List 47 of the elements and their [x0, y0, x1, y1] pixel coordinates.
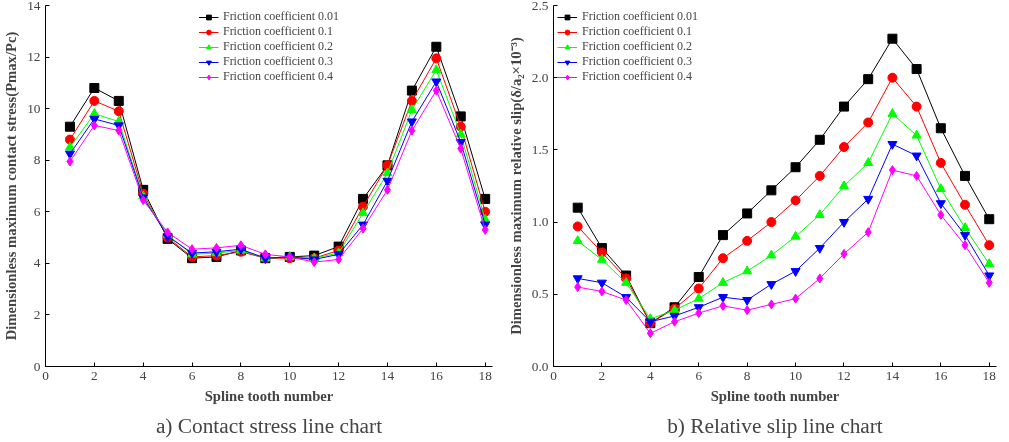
x-tick-label: 12 [331, 367, 346, 383]
x-tick-label: 6 [695, 367, 703, 383]
text: b) Relative slip line chart [667, 413, 883, 438]
y-tick-label: 2.5 [531, 0, 549, 13]
y-tick-label: 6 [33, 203, 41, 219]
x-tick-label: 16 [429, 367, 444, 383]
y-tick-label: 0.0 [531, 358, 549, 374]
x-tick-label: 2 [598, 367, 606, 383]
legend-label: Friction coefficient 0.2 [222, 39, 334, 54]
y-tick-label: 0.5 [531, 286, 549, 302]
x-tick-label: 14 [380, 367, 395, 383]
x-axis-title: Spline tooth number [204, 387, 334, 404]
x-tick-label: 4 [647, 367, 654, 383]
y-tick-label: 12 [27, 49, 41, 65]
legend-label: Friction coefficient 0.01 [222, 9, 340, 24]
y-tick-label: 14 [27, 0, 41, 13]
legend-label: Friction coefficient 0.4 [222, 69, 334, 84]
legend-label: Friction coefficient 0.3 [582, 54, 693, 69]
x-tick-label: 16 [934, 367, 948, 383]
legend-label: Friction coefficient 0.4 [582, 69, 693, 84]
y-tick-label: 1.0 [531, 214, 549, 230]
x-tick-label: 2 [91, 367, 98, 383]
legend-label: Friction coefficient 0.2 [582, 39, 693, 54]
legend-label: Friction coefficient 0.1 [582, 24, 693, 39]
x-tick-label: 8 [237, 367, 245, 383]
x-tick-label: 10 [283, 367, 297, 383]
x-tick-label: 12 [837, 367, 851, 383]
x-tick-label: 14 [885, 367, 900, 383]
x-tick-label: 8 [743, 367, 751, 383]
y-tick-label: 8 [33, 152, 41, 168]
y-axis-title: Dimensionless maximum relative slip(δ/a₂×10⁻³) [507, 37, 525, 335]
legend-label: Friction coefficient 0.01 [582, 9, 699, 24]
text: a) Contact stress line chart [155, 413, 383, 438]
y-tick-label: 2.0 [531, 69, 549, 85]
y-tick-label: 1.5 [531, 141, 549, 157]
x-tick-label: 10 [788, 367, 803, 383]
y-tick-label: 4 [33, 255, 41, 271]
x-tick-label: 6 [188, 367, 196, 383]
legend-label: Friction coefficient 0.3 [222, 54, 334, 69]
legend-label: Friction coefficient 0.1 [222, 24, 334, 39]
y-axis-title: Dimensionless maximum contact stress(Pmax/Pc) [3, 31, 21, 341]
x-tick-label: 18 [982, 367, 997, 383]
x-tick-label: 4 [139, 367, 147, 383]
y-tick-label: 2 [33, 306, 41, 322]
x-tick-label: 18 [478, 367, 493, 383]
x-axis-title: Spline tooth number [710, 387, 840, 404]
y-tick-label: 10 [27, 100, 41, 116]
